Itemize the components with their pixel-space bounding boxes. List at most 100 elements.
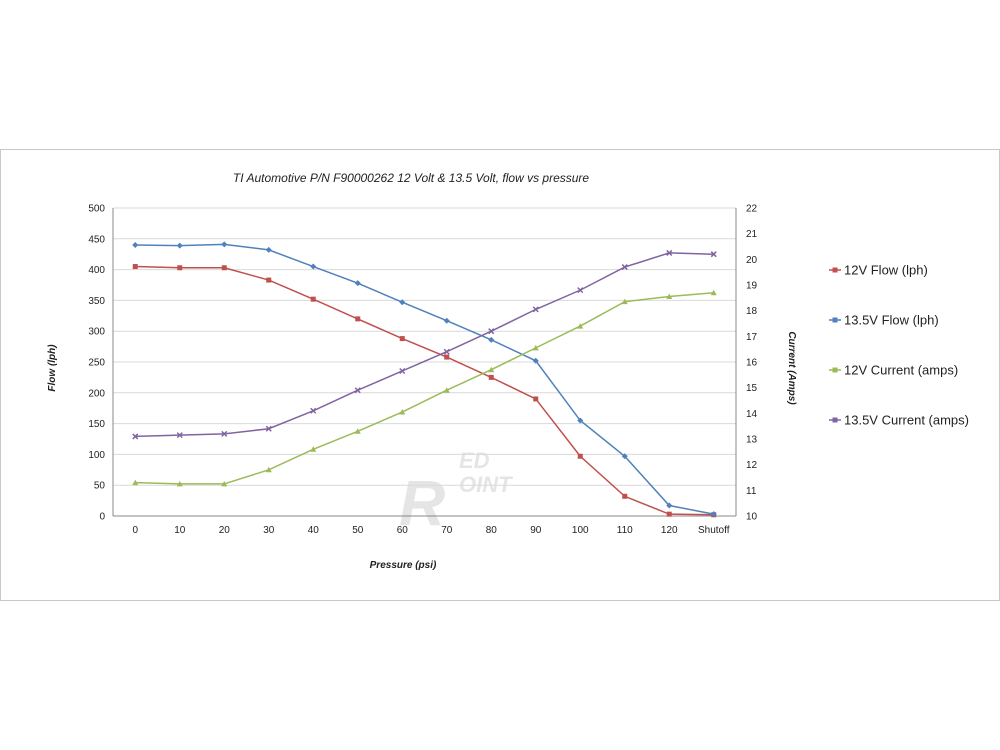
data-point — [443, 387, 450, 393]
y2-tick-label: 18 — [746, 306, 758, 317]
data-point — [310, 296, 316, 302]
data-point — [399, 299, 406, 306]
legend-swatch-marker — [832, 317, 838, 323]
y2-tick-label: 22 — [746, 204, 758, 215]
legend-item: 13.5V Current (amps) — [829, 413, 969, 428]
series-line — [135, 243, 714, 515]
data-point — [176, 432, 183, 439]
y2-tick-label: 21 — [746, 229, 758, 240]
data-point — [621, 453, 628, 460]
x-tick-label: 30 — [263, 525, 275, 536]
y-tick-label: 150 — [88, 419, 105, 430]
y2-tick-label: 14 — [746, 409, 758, 420]
x-tick-label: 110 — [617, 525, 633, 536]
legend-item: 12V Flow (lph) — [829, 263, 928, 278]
legend: 12V Flow (lph) 13.5V Flow (lph) 12V Curren… — [829, 263, 969, 428]
data-point — [221, 265, 227, 271]
chart-title: TI Automotive P/N F90000262 12 Volt & 13… — [233, 171, 590, 185]
y-tick-label: 300 — [88, 327, 105, 338]
data-point — [488, 366, 495, 373]
data-point — [221, 430, 228, 437]
y2-tick-label: 11 — [746, 486, 757, 497]
left-axis-ticks: 0 50 100 150 200 250 300 350 400 450 500 — [88, 204, 105, 523]
legend-label: 13.5V Flow (lph) — [844, 313, 939, 328]
data-point — [577, 453, 583, 459]
y2-tick-label: 17 — [746, 332, 758, 343]
data-point — [132, 433, 139, 440]
data-point — [265, 425, 272, 432]
data-point — [443, 348, 450, 355]
watermark-letter: R — [399, 467, 445, 539]
data-point — [266, 277, 272, 283]
y-tick-label: 350 — [88, 296, 105, 307]
data-point — [532, 306, 539, 313]
series-4 — [132, 249, 717, 440]
data-point — [310, 446, 317, 452]
x-tick-label: 60 — [397, 525, 409, 536]
data-point — [710, 251, 717, 258]
x-tick-label: 10 — [174, 525, 186, 536]
y-axis-title: Flow (lph) — [47, 344, 58, 392]
data-point — [132, 479, 139, 486]
legend-swatch-marker — [832, 267, 838, 273]
y2-tick-label: 15 — [746, 383, 758, 394]
right-axis-ticks: 10 11 12 13 14 15 16 17 18 19 20 21 22 — [746, 204, 758, 523]
data-point — [265, 466, 272, 473]
series-3 — [132, 289, 717, 487]
data-point — [176, 480, 183, 487]
x-tick-label: Shutoff — [698, 525, 730, 536]
data-point — [577, 287, 584, 294]
x-tick-label: 50 — [352, 525, 364, 536]
y2-tick-label: 20 — [746, 255, 758, 266]
data-point — [399, 409, 406, 415]
data-point — [577, 417, 584, 424]
chart: R ED OINT TI Automotive P/N F90000262 12… — [47, 171, 969, 571]
y-tick-label: 500 — [88, 204, 105, 215]
y2-tick-label: 19 — [746, 281, 758, 292]
data-point — [622, 493, 628, 499]
data-point — [488, 374, 494, 380]
x-tick-label: 70 — [441, 525, 453, 536]
watermark-bottom-text: OINT — [459, 472, 513, 497]
data-point — [488, 328, 495, 335]
data-point — [532, 357, 539, 364]
y-tick-label: 50 — [94, 481, 106, 492]
y-tick-label: 100 — [88, 450, 105, 461]
x-tick-label: 0 — [132, 525, 138, 536]
legend-item: 12V Current (amps) — [829, 363, 958, 378]
data-point — [577, 323, 584, 329]
data-point — [355, 316, 361, 322]
data-point — [177, 265, 183, 271]
data-point — [710, 289, 717, 296]
chart-frame: R ED OINT TI Automotive P/N F90000262 12… — [0, 149, 1000, 601]
y2-tick-label: 13 — [746, 435, 758, 446]
x-tick-label: 120 — [661, 525, 678, 536]
data-point — [443, 317, 450, 324]
data-point — [354, 387, 361, 394]
data-point — [444, 354, 450, 360]
x-axis-ticks: 0 10 20 30 40 50 60 70 80 90 100 110 120 Shutoff — [132, 525, 729, 536]
x-tick-label: 100 — [572, 525, 589, 536]
data-point — [310, 407, 317, 414]
y-tick-label: 250 — [88, 358, 105, 369]
series-2 — [132, 241, 717, 518]
series — [132, 241, 717, 518]
axes — [112, 208, 737, 517]
x-tick-label: 20 — [219, 525, 231, 536]
legend-swatch-marker — [832, 367, 838, 373]
x-tick-label: 90 — [530, 525, 542, 536]
data-point — [354, 428, 361, 434]
y-tick-label: 450 — [88, 234, 105, 245]
y-tick-label: 200 — [88, 388, 105, 399]
series-line — [135, 265, 714, 516]
legend-label: 12V Flow (lph) — [844, 263, 928, 278]
y-tick-label: 0 — [99, 512, 105, 523]
data-point — [666, 511, 672, 517]
data-point — [666, 249, 673, 256]
data-point — [532, 344, 539, 351]
data-point — [176, 242, 183, 249]
data-point — [621, 298, 628, 305]
data-point — [621, 264, 628, 271]
data-point — [132, 264, 138, 270]
legend-label: 13.5V Current (amps) — [844, 413, 969, 428]
